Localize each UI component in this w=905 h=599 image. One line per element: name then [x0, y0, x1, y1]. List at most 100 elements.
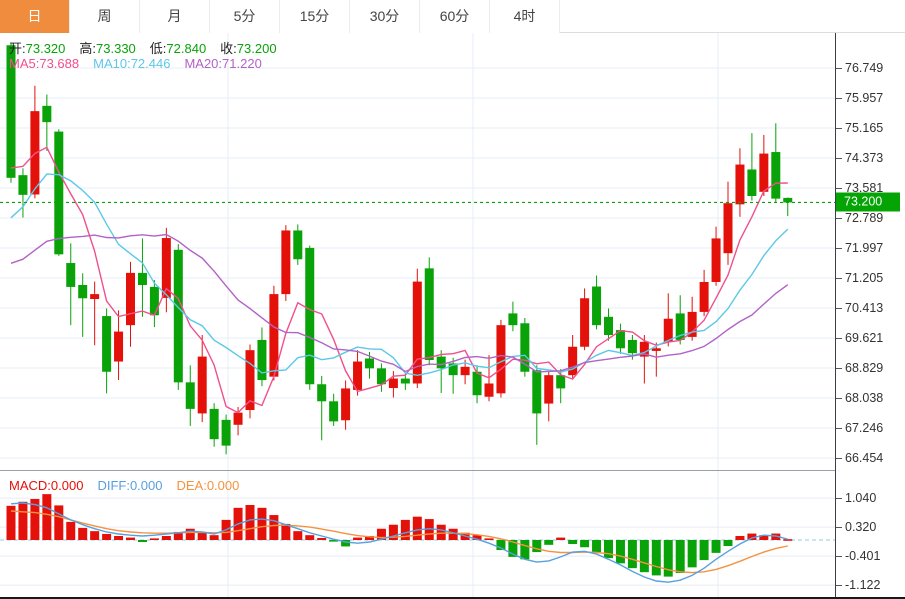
candle-up: [353, 350, 363, 396]
tab-4hour[interactable]: 4时: [490, 0, 560, 33]
tab-15min[interactable]: 15分: [280, 0, 350, 33]
macd-bar-up: [771, 533, 781, 540]
ohlc-readout: 开:73.320 高:73.330 低:72.840 收:73.200: [9, 38, 291, 57]
candle-up: [687, 296, 697, 341]
candle-down: [771, 123, 781, 203]
macd-bar-up: [78, 527, 88, 540]
macd-bar-up: [42, 494, 52, 540]
candle-up: [580, 288, 590, 351]
candle-down: [173, 244, 183, 390]
candle-up: [639, 335, 649, 384]
diff-line: [10, 502, 788, 583]
macd-bar-down: [520, 540, 530, 560]
tab-30min[interactable]: 30分: [350, 0, 420, 33]
macd-bar-up: [353, 537, 363, 540]
readout-item: MA20:71.220: [184, 56, 262, 71]
macd-bar-down: [639, 540, 649, 573]
macd-bar-down: [711, 540, 721, 553]
candle-down: [209, 403, 219, 447]
macd-bar-up: [66, 521, 76, 540]
price-tick-label: 68.038: [836, 391, 883, 405]
macd-bar-up: [484, 538, 494, 540]
candle-up: [161, 227, 171, 313]
macd-bar-up: [126, 537, 135, 540]
macd-bar-up: [747, 533, 757, 540]
candle-down: [532, 365, 542, 445]
candle-up: [663, 293, 673, 347]
candle-up: [269, 285, 279, 381]
price-tick-label: 75.165: [836, 121, 883, 135]
candle-up: [281, 225, 291, 301]
price-tick-label: 69.621: [836, 331, 883, 345]
candle-down: [615, 323, 625, 354]
candle-up: [341, 380, 351, 430]
macd-bar-down: [699, 540, 709, 561]
macd-bar-down: [508, 540, 518, 557]
candle-up: [723, 181, 733, 265]
candle-up: [412, 268, 422, 389]
macd-bar-up: [365, 535, 374, 540]
price-tick-label: 67.246: [836, 421, 883, 435]
candle-down: [376, 363, 386, 392]
macd-bar-up: [472, 535, 482, 540]
candle-up: [245, 344, 255, 419]
macd-bar-up: [209, 535, 219, 540]
tab-day[interactable]: 日: [0, 0, 70, 33]
macd-bar-down: [675, 540, 685, 573]
macd-bar-down: [341, 540, 351, 547]
macd-bar-up: [400, 519, 410, 540]
macd-bar-down: [532, 540, 542, 553]
price-tick-label: 76.749: [836, 61, 883, 75]
readout-item: MA5:73.688: [9, 56, 80, 71]
macd-bar-up: [102, 533, 112, 540]
candle-down: [448, 357, 458, 394]
macd-readout: MACD:0.000 DIFF:0.000 DEA:0.000: [9, 478, 253, 493]
price-tick-label: 68.829: [836, 361, 883, 375]
macd-bar-up: [269, 515, 279, 540]
candle-down: [149, 280, 159, 328]
macd-bar-down: [687, 540, 697, 568]
interval-tabbar: 日周月 5分 15分 30分 60分 4时: [0, 0, 905, 33]
macd-bar-up: [18, 501, 28, 540]
macd-panel: MACD:0.000 DIFF:0.000 DEA:0.000: [0, 470, 835, 597]
readout-item: DEA:0.000: [176, 478, 240, 493]
candle-down: [305, 245, 315, 390]
macd-bar-up: [556, 537, 566, 540]
candle-up: [759, 135, 769, 196]
candle-down: [137, 238, 147, 317]
macd-bar-down: [568, 540, 578, 545]
macd-bar-up: [448, 528, 458, 540]
macd-bar-up: [735, 535, 745, 540]
candle-up: [544, 370, 554, 422]
macd-bar-down: [615, 540, 625, 564]
candle-up: [30, 85, 40, 199]
macd-bar-up: [412, 516, 422, 540]
candle-down: [257, 327, 267, 387]
macd-bar-up: [30, 498, 40, 540]
macd-tick-label: -0.401: [836, 549, 880, 563]
candle-up: [126, 261, 135, 347]
macd-bar-up: [388, 524, 398, 540]
macd-bar-up: [90, 531, 100, 540]
macd-bar-up: [245, 505, 255, 540]
price-tick-label: 73.581: [836, 181, 883, 195]
price-tick-label: 72.789: [836, 211, 883, 225]
tab-60min[interactable]: 60分: [420, 0, 490, 33]
tab-week[interactable]: 周: [70, 0, 140, 33]
candle-down: [592, 275, 602, 330]
candlestick-chart[interactable]: [0, 33, 835, 470]
candle-down: [747, 133, 757, 201]
macd-bar-up: [114, 535, 124, 540]
macd-bar-up: [197, 531, 207, 540]
candle-down: [185, 365, 195, 426]
ma-readout: MA5:73.688 MA10:72.446 MA20:71.220: [9, 56, 276, 71]
candle-down: [221, 414, 231, 455]
tab-month[interactable]: 月: [140, 0, 210, 33]
candle-down: [436, 350, 446, 393]
macd-bar-down: [580, 540, 590, 548]
tab-5min[interactable]: 5分: [210, 0, 280, 33]
macd-bar-down: [496, 540, 506, 551]
macd-tick-label: 0.320: [836, 520, 876, 534]
readout-item: MACD:0.000: [9, 478, 84, 493]
macd-chart[interactable]: [0, 471, 835, 597]
